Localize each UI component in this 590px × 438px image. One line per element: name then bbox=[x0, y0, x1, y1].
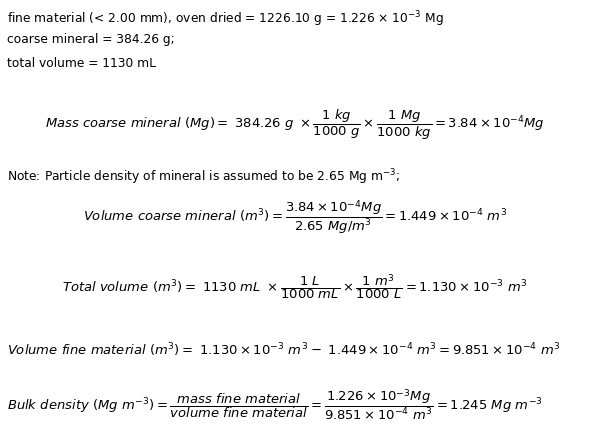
Text: fine material (< 2.00 mm), oven dried = 1226.10 g = 1.226 × 10$^{-3}$ Mg: fine material (< 2.00 mm), oven dried = … bbox=[7, 10, 444, 29]
Text: $\mathit{Volume\ coarse\ mineral\ (m^3)} = \dfrac{3.84\times10^{-4}Mg}{2.65\ Mg/: $\mathit{Volume\ coarse\ mineral\ (m^3)}… bbox=[83, 198, 507, 236]
Text: $\mathit{Volume\ fine\ material\ (m^3)} = \ 1.130\times10^{-3}\ m^3 -\ 1.449\tim: $\mathit{Volume\ fine\ material\ (m^3)} … bbox=[7, 341, 560, 358]
Text: coarse mineral = 384.26 g;: coarse mineral = 384.26 g; bbox=[7, 33, 175, 46]
Text: $\mathbf{\mathit{Bulk\ density\ (Mg\ m^{-3})}} = \dfrac{\mathit{mass\ fine\ mate: $\mathbf{\mathit{Bulk\ density\ (Mg\ m^{… bbox=[7, 386, 542, 421]
Text: $\mathit{Mass\ coarse\ mineral\ (Mg)} = \ 384.26\ g\ \times\dfrac{1\ kg}{1000\ g: $\mathit{Mass\ coarse\ mineral\ (Mg)} = … bbox=[45, 107, 545, 141]
Text: Note: Particle density of mineral is assumed to be 2.65 Mg m$^{-3}$;: Note: Particle density of mineral is ass… bbox=[7, 167, 400, 187]
Text: $\mathit{Total\ volume\ (m^3)} = \ 1130\ mL\ \times\dfrac{1\ L}{1000\ mL}\times\: $\mathit{Total\ volume\ (m^3)} = \ 1130\… bbox=[63, 272, 527, 301]
Text: total volume = 1130 mL: total volume = 1130 mL bbox=[7, 57, 156, 70]
